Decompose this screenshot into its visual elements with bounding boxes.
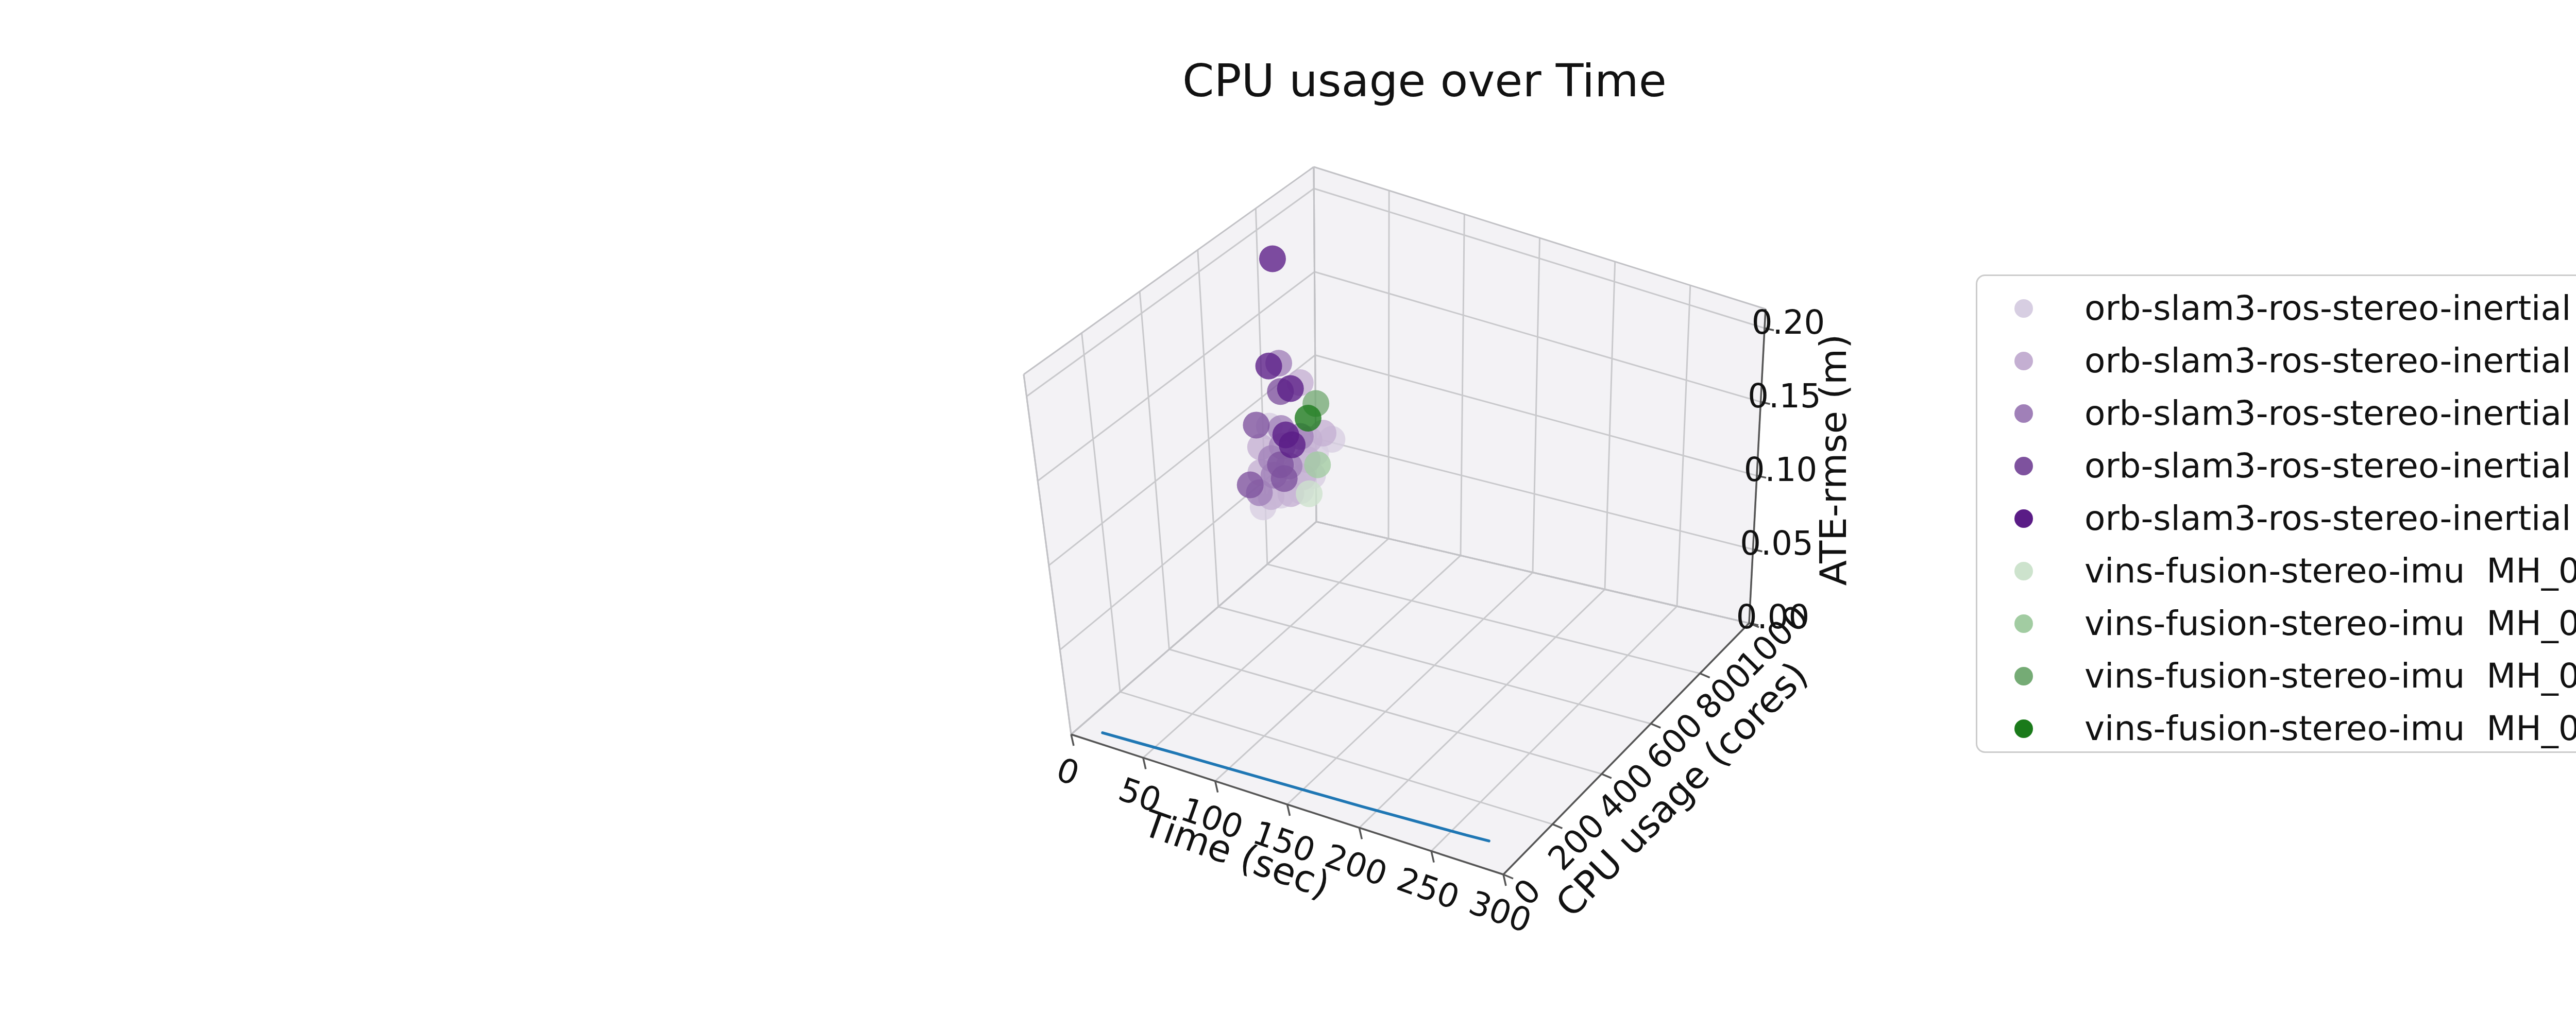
legend-item: vins-fusion-stereo-imu MH_02_easy <box>1977 597 2576 650</box>
legend-item: orb-slam3-ros-stereo-inertial MH_03_medi… <box>1977 387 2576 440</box>
legend-item-label: vins-fusion-stereo-imu MH_02_easy <box>2084 607 2576 641</box>
x-tick <box>1431 851 1434 863</box>
chart-title: CPU usage over Time <box>1182 54 1667 107</box>
legend: orb-slam3-ros-stereo-inertial MH_01_easy… <box>1976 274 2576 753</box>
scatter-point <box>1304 451 1331 478</box>
scatter-point <box>1295 405 1321 432</box>
scatter-point <box>1296 480 1323 507</box>
x-tick-label: 0 <box>1052 750 1084 793</box>
legend-item-label: vins-fusion-stereo-imu MH_01_easy <box>2084 554 2576 588</box>
gridline-x-rightwall <box>1388 191 1389 539</box>
legend-item-label: orb-slam3-ros-stereo-inertial MH_02_easy <box>2084 344 2576 378</box>
z-tick-label: 0.00 <box>1736 598 1810 636</box>
x-tick <box>1359 828 1362 839</box>
y-tick <box>1602 774 1612 778</box>
figure: 050100150200250300020040060080010000.000… <box>0 0 2576 1030</box>
legend-item-label: vins-fusion-stereo-imu MH_05_difficult <box>2084 712 2576 746</box>
scatter-point <box>1271 465 1298 492</box>
legend-item-label: vins-fusion-stereo-imu MH_03_medium <box>2084 659 2576 693</box>
scatter-point <box>1256 353 1282 380</box>
legend-marker-icon <box>2014 299 2033 318</box>
legend-item: vins-fusion-stereo-imu MH_05_difficult <box>1977 702 2576 755</box>
x-tick-label: 250 <box>1392 860 1464 917</box>
legend-item: vins-fusion-stereo-imu MH_03_medium <box>1977 650 2576 702</box>
legend-marker-icon <box>2014 562 2033 580</box>
x-tick <box>1215 781 1218 793</box>
scatter-point <box>1259 246 1286 272</box>
z-axis-label: ATE-rmse (m) <box>1811 334 1855 586</box>
legend-marker-icon <box>2014 509 2033 528</box>
legend-item: orb-slam3-ros-stereo-inertial MH_05_diff… <box>1977 492 2576 545</box>
legend-item: vins-fusion-stereo-imu MH_01_easy <box>1977 545 2576 597</box>
legend-item-label: orb-slam3-ros-stereo-inertial MH_03_medi… <box>2084 397 2576 431</box>
legend-item: orb-slam3-ros-stereo-inertial MH_01_easy <box>1977 282 2576 335</box>
z-tick-label: 0.05 <box>1740 524 1814 562</box>
legend-item-label: orb-slam3-ros-stereo-inertial MH_01_easy <box>2084 291 2576 325</box>
legend-marker-icon <box>2014 614 2033 633</box>
x-tick <box>1143 758 1146 769</box>
axes-panes <box>1024 167 1766 874</box>
legend-item-label: orb-slam3-ros-stereo-inertial MH_04_diff… <box>2084 449 2576 483</box>
scatter-point <box>1243 411 1269 438</box>
y-tick <box>1700 674 1710 678</box>
z-tick-label: 0.15 <box>1748 377 1821 415</box>
scatter-point <box>1277 375 1304 402</box>
legend-marker-icon <box>2014 352 2033 370</box>
legend-marker-icon <box>2014 457 2033 475</box>
legend-marker-icon <box>2014 404 2033 423</box>
legend-marker-icon <box>2014 719 2033 738</box>
legend-item: orb-slam3-ros-stereo-inertial MH_04_diff… <box>1977 440 2576 492</box>
z-tick-label: 0.10 <box>1744 451 1818 489</box>
y-tick <box>1651 724 1660 728</box>
y-tick <box>1552 824 1562 828</box>
legend-marker-icon <box>2014 667 2033 685</box>
scatter-point <box>1237 472 1264 499</box>
x-tick <box>1071 734 1074 746</box>
scatter-point <box>1279 432 1306 458</box>
legend-item: orb-slam3-ros-stereo-inertial MH_02_easy <box>1977 335 2576 387</box>
legend-item-label: orb-slam3-ros-stereo-inertial MH_05_diff… <box>2084 502 2576 536</box>
x-tick <box>1287 804 1290 816</box>
